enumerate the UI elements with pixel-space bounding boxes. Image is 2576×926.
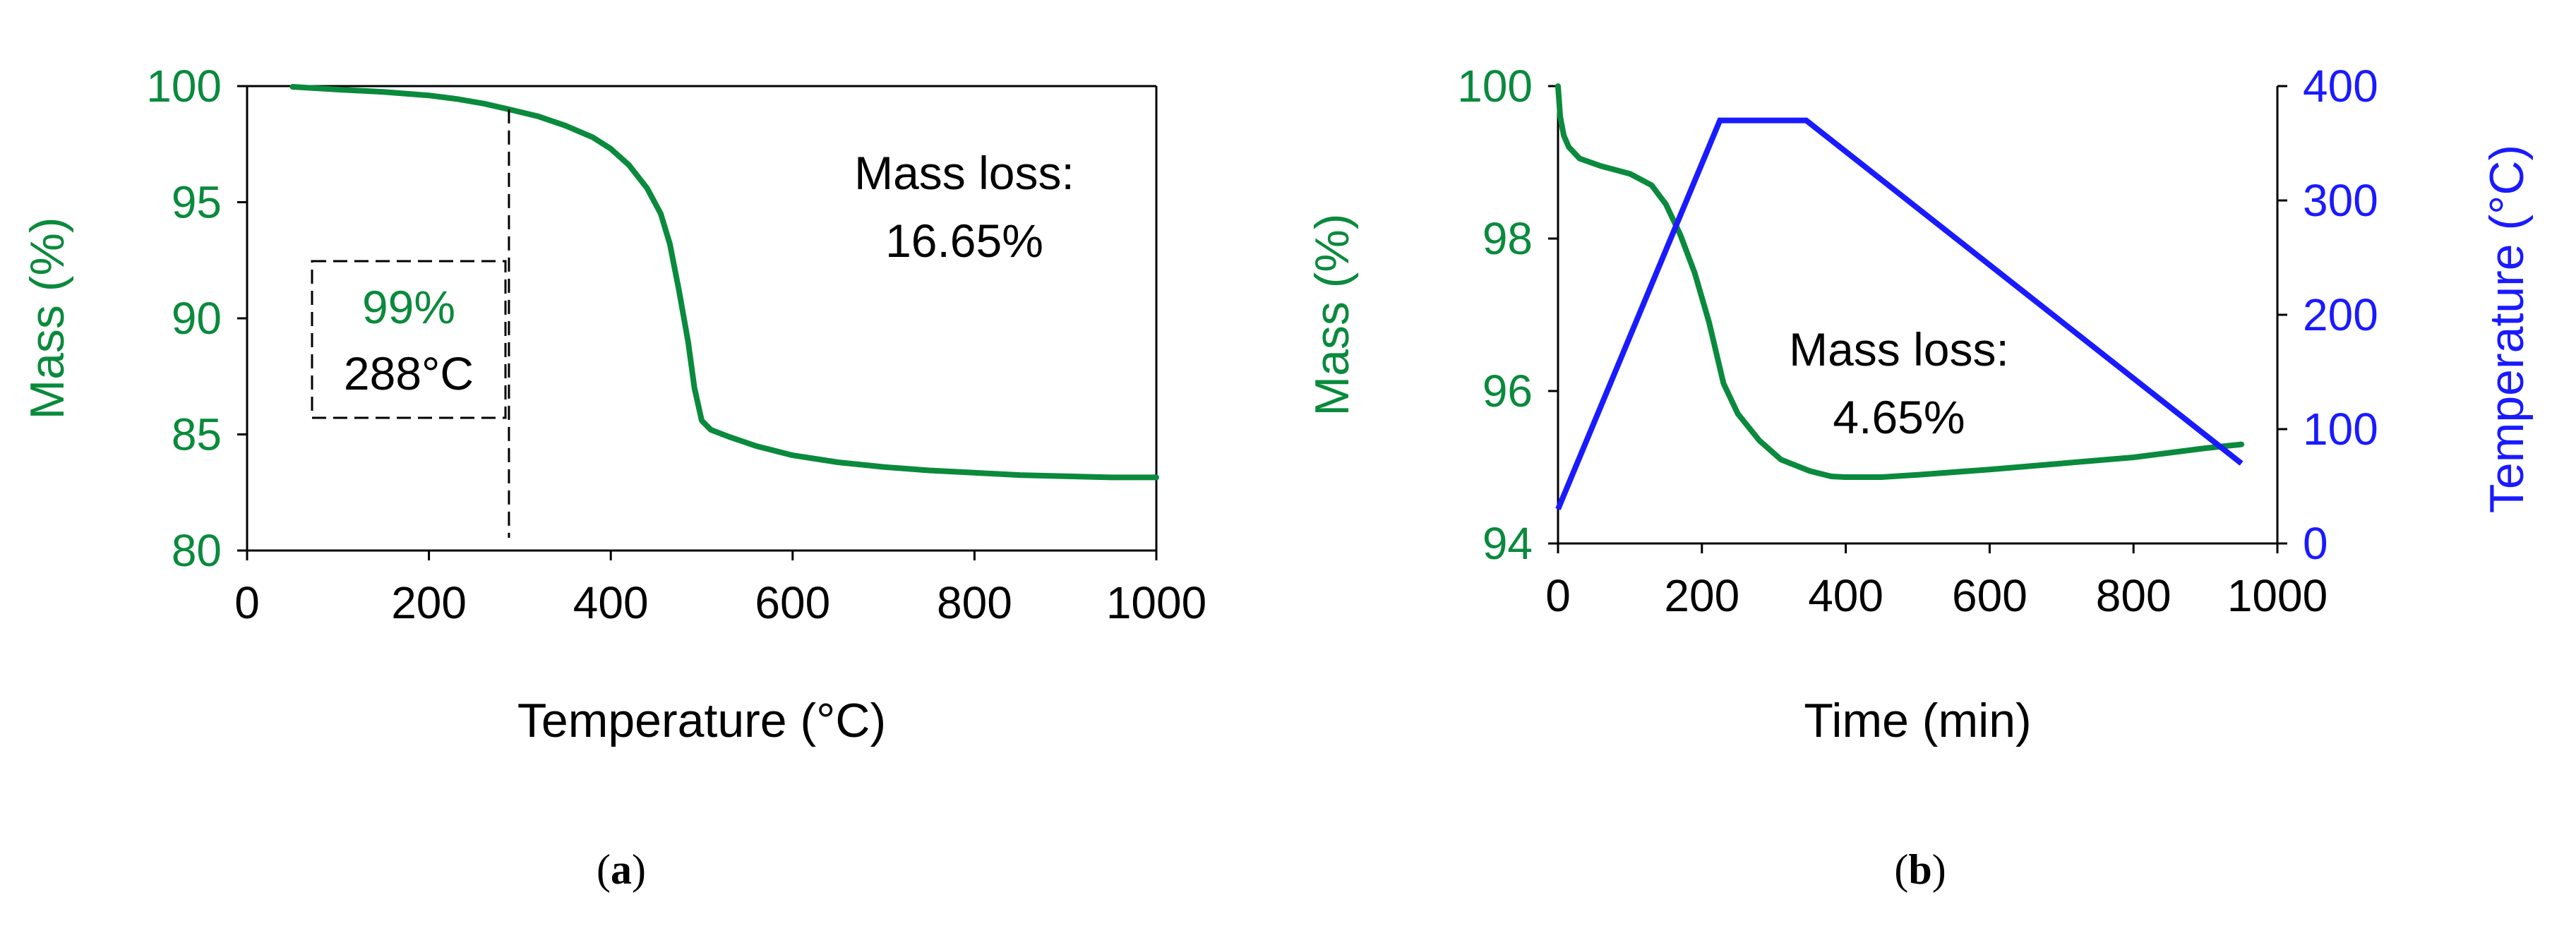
panel-b-x-ticks: 0 200 400 600 800 1000 [1545, 543, 2328, 621]
panel-b-left-y-ticks: 94 96 98 100 [1457, 61, 1558, 569]
panel-b-right-y-tick-label: 0 [2303, 518, 2328, 569]
panel-a-mass-loss-value: 16.65% [885, 215, 1043, 267]
panel-b-right-y-tick-label: 400 [2303, 61, 2378, 112]
panel-b-left-y-tick-label: 94 [1482, 518, 1533, 569]
panel-a-y-tick-label: 85 [172, 409, 222, 460]
panel-a-x-tick-label: 1000 [1106, 577, 1206, 628]
panel-a-y-axis-title: Mass (%) [20, 217, 74, 419]
panel-a-caption: (a) [597, 846, 646, 893]
panel-b-temperature-series-line [1555, 117, 2243, 510]
panel-b-x-axis-title: Time (min) [1804, 694, 2031, 747]
panel-a-onset-label-box [311, 260, 507, 419]
panel-a-onset-temp-label: 288°C [344, 347, 474, 399]
panel-b-right-y-tick-label: 300 [2303, 175, 2378, 226]
panel-b-caption-letter: b [1908, 846, 1931, 893]
panel-b-right-y-axis-title: Temperature (°C) [2480, 145, 2534, 513]
chart-panel-b: 94 96 98 100 0 100 200 300 400 0 200 400 600 800 100… [1305, 61, 2534, 893]
panel-a-x-ticks: 0 200 400 600 800 1000 [234, 551, 1206, 628]
panel-a-x-axis-title: Temperature (°C) [517, 694, 886, 747]
panel-a-x-tick-label: 400 [573, 577, 649, 628]
panel-a-y-tick-label: 100 [146, 61, 222, 112]
panel-b-left-y-axis-title: Mass (%) [1305, 213, 1359, 416]
panel-a-y-tick-label: 80 [172, 525, 222, 576]
panel-a-caption-letter: a [611, 846, 632, 893]
panel-b-x-tick-label: 200 [1664, 570, 1739, 621]
panel-a-onset-mass-label: 99% [362, 281, 455, 333]
panel-b-x-tick-label: 1000 [2227, 570, 2328, 621]
panel-b-left-y-tick-label: 96 [1482, 366, 1533, 416]
panel-b-right-y-tick-label: 100 [2303, 404, 2378, 455]
panel-b-mass-series-line [1555, 83, 2245, 480]
panel-b-mass-loss-label: Mass loss: [1789, 323, 2009, 375]
panel-b-caption: (b) [1894, 846, 1946, 893]
panel-a-y-tick-label: 95 [172, 177, 222, 228]
panel-b-left-y-tick-label: 100 [1457, 61, 1533, 112]
panel-a-x-tick-label: 0 [234, 577, 260, 628]
panel-a-x-tick-label: 800 [937, 577, 1012, 628]
panel-a-y-tick-label: 90 [172, 293, 222, 344]
panel-a-mass-loss-label: Mass loss: [854, 147, 1074, 199]
panel-b-x-tick-label: 0 [1545, 570, 1571, 621]
panel-b-right-y-ticks: 0 100 200 300 400 [2277, 61, 2378, 569]
panel-a-mass-series-line [289, 84, 1159, 481]
panel-b-x-tick-label: 400 [1808, 570, 1883, 621]
panel-b-left-y-tick-label: 98 [1482, 213, 1533, 264]
panel-a-x-tick-label: 600 [755, 577, 830, 628]
panel-b-right-y-tick-label: 200 [2303, 289, 2378, 340]
panel-a-y-ticks: 80 85 90 95 100 [146, 61, 247, 576]
panel-a-x-tick-label: 200 [391, 577, 467, 628]
panel-b-x-tick-label: 600 [1952, 570, 2027, 621]
panel-b-mass-loss-value: 4.65% [1833, 391, 1965, 443]
panel-b-x-tick-label: 800 [2096, 570, 2171, 621]
